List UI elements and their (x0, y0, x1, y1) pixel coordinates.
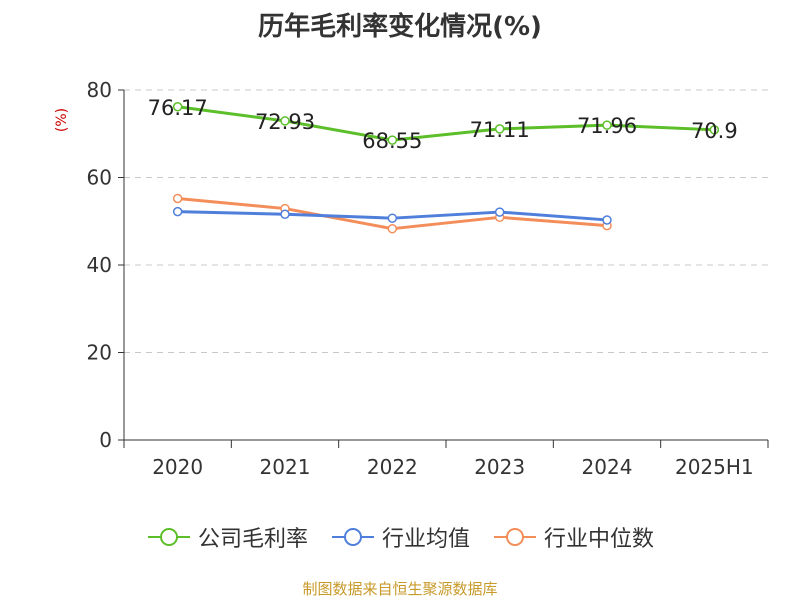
data-source-note: 制图数据来自恒生聚源数据库 (302, 580, 498, 598)
x-tick-label: 2024 (582, 455, 633, 479)
data-point (387, 223, 398, 234)
y-tick-label: 40 (87, 253, 112, 277)
data-point (709, 125, 720, 135)
x-tick-label: 2022 (367, 455, 418, 479)
data-point (602, 215, 612, 225)
data-label: 71.11 (470, 118, 530, 142)
chart-title: 历年毛利率变化情况(%) (258, 12, 542, 42)
data-point (280, 116, 290, 126)
legend-label: 公司毛利率 (197, 527, 308, 552)
x-tick-label: 2021 (260, 455, 311, 479)
data-label: 72.93 (255, 110, 315, 134)
data-label: 71.96 (577, 114, 637, 138)
data-point (280, 209, 290, 219)
legend-label: 行业均值 (381, 527, 470, 552)
x-tick-label: 2023 (474, 455, 525, 479)
legend-item-industry-average[interactable]: 行业均值 (330, 521, 470, 553)
legend-marker-icon (494, 528, 536, 546)
legend-item-company-gross-margin[interactable]: 公司毛利率 (146, 521, 308, 553)
y-tick-label: 80 (87, 78, 112, 102)
x-tick-label: 2020 (152, 455, 203, 479)
data-label: 76.17 (148, 96, 208, 120)
series-line (176, 105, 716, 142)
legend: 公司毛利率 行业均值 行业中位数 (0, 520, 800, 554)
x-tick-label: 2025H1 (675, 455, 754, 479)
data-point (172, 102, 183, 112)
legend-marker-icon (331, 528, 374, 546)
y-tick-label: 20 (87, 341, 112, 365)
y-tick-label: 0 (99, 428, 112, 452)
data-point (172, 206, 183, 217)
data-label: 70.9 (691, 119, 738, 143)
legend-marker-icon (147, 528, 190, 546)
legend-label: 行业中位数 (544, 527, 655, 552)
data-point (494, 124, 505, 134)
data-point (387, 213, 398, 223)
data-label: 68.55 (362, 129, 422, 153)
data-point (172, 193, 183, 204)
y-tick-label: 60 (87, 166, 112, 190)
data-point (602, 120, 612, 130)
data-point (387, 135, 398, 145)
legend-item-industry-median[interactable]: 行业中位数 (492, 521, 654, 553)
data-point (494, 207, 505, 217)
